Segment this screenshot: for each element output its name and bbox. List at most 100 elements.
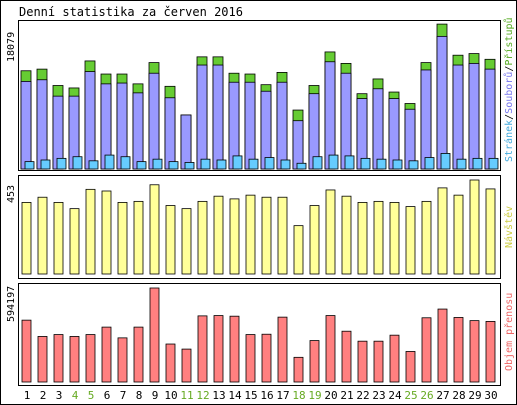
pages-bar bbox=[56, 157, 67, 170]
visits-bar bbox=[357, 202, 368, 275]
files-bar bbox=[244, 81, 256, 170]
day-label: 29 bbox=[468, 389, 481, 402]
day-label: 2 bbox=[40, 389, 47, 402]
volume-bar bbox=[485, 321, 496, 383]
files-bar bbox=[388, 98, 400, 170]
visits-bar bbox=[469, 179, 480, 275]
legend-files: Souborů bbox=[503, 72, 515, 114]
visits-bar bbox=[117, 202, 128, 275]
visits-bar bbox=[341, 195, 352, 275]
visits-bar bbox=[485, 188, 496, 275]
pages-bar bbox=[216, 159, 227, 170]
files-bar bbox=[164, 97, 176, 170]
volume-bar bbox=[37, 336, 48, 383]
files-bar bbox=[212, 64, 224, 170]
files-bar bbox=[36, 79, 48, 170]
files-bar bbox=[452, 64, 464, 170]
day-label: 16 bbox=[260, 389, 273, 402]
visits-bar bbox=[21, 202, 32, 275]
volume-bar bbox=[165, 343, 176, 383]
visits-bars bbox=[21, 179, 496, 275]
day-label: 6 bbox=[104, 389, 111, 402]
chart-title: Denní statistika za červen 2016 bbox=[19, 5, 243, 19]
pages-bar bbox=[392, 159, 403, 170]
pages-bar bbox=[136, 161, 147, 170]
volume-bar bbox=[149, 287, 160, 383]
pages-bar bbox=[104, 154, 115, 170]
pages-bar bbox=[280, 159, 291, 170]
visits-bar bbox=[437, 187, 448, 275]
day-label: 28 bbox=[452, 389, 465, 402]
legend-volume: Objem přenosu bbox=[503, 293, 515, 371]
day-label: 10 bbox=[164, 389, 177, 402]
visits-bar bbox=[373, 200, 384, 275]
visits-bar bbox=[37, 196, 48, 275]
visits-bar bbox=[53, 202, 64, 275]
visits-bar bbox=[101, 190, 112, 275]
visits-bar bbox=[69, 208, 80, 275]
pages-bar bbox=[296, 162, 307, 170]
hits-panel-frame bbox=[18, 20, 501, 171]
day-label: 17 bbox=[276, 389, 289, 402]
files-bar bbox=[276, 81, 288, 170]
day-label: 18 bbox=[292, 389, 305, 402]
day-label: 22 bbox=[356, 389, 369, 402]
visits-bar bbox=[213, 195, 224, 275]
visits-ymax-label: 453 bbox=[6, 185, 17, 203]
day-label: 12 bbox=[196, 389, 209, 402]
day-label: 24 bbox=[388, 389, 402, 402]
files-bar bbox=[436, 35, 448, 170]
volume-bar bbox=[373, 340, 384, 383]
pages-bar bbox=[184, 162, 195, 170]
visits-bar bbox=[453, 194, 464, 275]
visits-bar bbox=[149, 184, 160, 275]
day-label: 15 bbox=[244, 389, 257, 402]
visits-bar bbox=[165, 205, 176, 275]
volume-bar bbox=[341, 330, 352, 383]
visits-bar bbox=[309, 205, 320, 275]
day-label: 30 bbox=[484, 389, 497, 402]
files-bar bbox=[372, 88, 384, 170]
files-bar bbox=[420, 69, 432, 170]
volume-bar bbox=[469, 320, 480, 383]
pages-bar bbox=[200, 158, 211, 170]
day-label: 11 bbox=[180, 389, 193, 402]
day-label: 3 bbox=[56, 389, 63, 402]
pages-bar bbox=[424, 157, 435, 170]
hits-legend: Stránek/Souborů/Přístupů bbox=[503, 17, 515, 162]
pages-bar bbox=[312, 156, 323, 170]
visits-bar bbox=[277, 196, 288, 275]
pages-bar bbox=[360, 157, 371, 170]
files-bar bbox=[20, 81, 32, 170]
files-bar bbox=[84, 71, 96, 170]
visits-bar bbox=[85, 188, 96, 275]
day-label: 21 bbox=[340, 389, 353, 402]
files-bar bbox=[468, 62, 480, 170]
volume-bar bbox=[213, 315, 224, 383]
files-bar bbox=[404, 108, 416, 170]
pages-bar bbox=[72, 156, 83, 170]
hits-ymax-label: 18079 bbox=[6, 32, 17, 62]
volume-bar bbox=[309, 340, 320, 383]
day-label: 4 bbox=[72, 389, 79, 402]
day-label: 13 bbox=[212, 389, 225, 402]
day-label: 5 bbox=[88, 389, 95, 402]
visits-bar bbox=[405, 206, 416, 275]
pages-bar bbox=[232, 155, 243, 170]
files-bar bbox=[484, 68, 496, 170]
volume-bar bbox=[277, 316, 288, 383]
volume-ymax-label: 594197 bbox=[6, 286, 17, 322]
volume-bar bbox=[421, 317, 432, 383]
visits-bar bbox=[133, 200, 144, 275]
pages-bar bbox=[488, 157, 499, 170]
volume-bar bbox=[453, 317, 464, 383]
volume-bar bbox=[21, 319, 32, 383]
pages-bar bbox=[264, 157, 275, 170]
volume-bar bbox=[85, 334, 96, 383]
pages-bar bbox=[456, 158, 467, 170]
legend-pages: Stránek bbox=[503, 120, 515, 162]
volume-bar bbox=[245, 334, 256, 383]
day-label: 1 bbox=[24, 389, 31, 402]
day-label: 14 bbox=[228, 389, 242, 402]
pages-bar bbox=[344, 155, 355, 170]
